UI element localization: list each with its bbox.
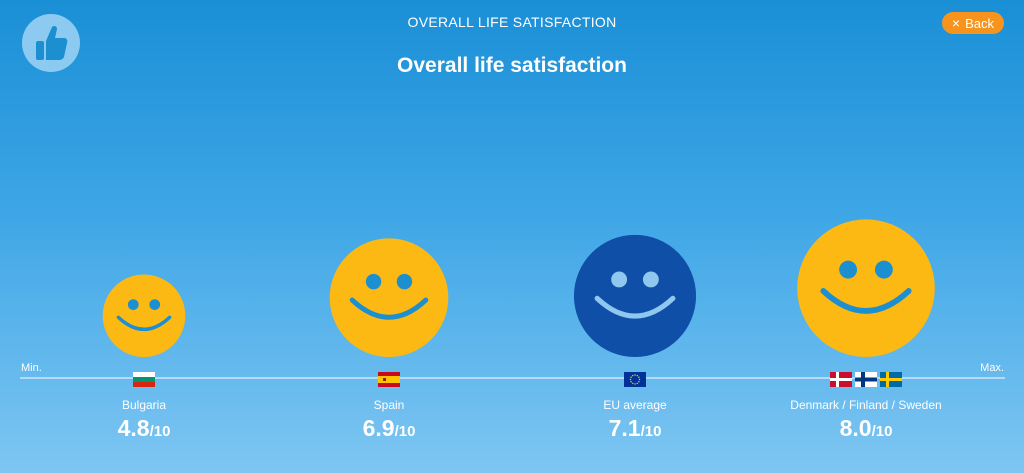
- score: 6.9/10: [279, 415, 499, 442]
- smiley-circle: [797, 219, 935, 357]
- flags: [34, 372, 254, 388]
- country-label: Spain: [373, 398, 405, 412]
- flag-sweden-icon: [880, 372, 902, 387]
- score-value: 7.1: [608, 415, 641, 441]
- score-value: 6.9: [362, 415, 395, 441]
- smiley-mouth: [349, 297, 429, 320]
- axis-max-label: Max.: [980, 362, 1004, 374]
- smiley-face: [573, 234, 697, 357]
- country-label: Bulgaria: [121, 398, 167, 412]
- country-label: EU average: [603, 398, 667, 412]
- smiley-mouth: [820, 288, 912, 314]
- flags: [756, 372, 976, 388]
- score: 8.0/10: [756, 415, 976, 442]
- smiley-eye: [127, 299, 139, 310]
- back-label: Back: [965, 15, 994, 31]
- logo: [22, 14, 80, 72]
- country-label: Denmark / Finland / Sweden: [790, 398, 942, 412]
- score-denominator: /10: [871, 423, 893, 440]
- smiley-circle: [329, 238, 449, 357]
- flag-denmark-icon: [830, 372, 852, 387]
- smiley-mouth: [116, 315, 172, 332]
- flag-bulgaria-icon: [133, 372, 155, 387]
- axis-min-label: Min.: [21, 362, 42, 374]
- header-title: OVERALL LIFE SATISFACTION: [407, 14, 617, 30]
- score: 4.8/10: [34, 415, 254, 442]
- data-item: Bulgaria 4.8/10: [34, 372, 254, 442]
- score-denominator: /10: [149, 423, 171, 440]
- flags: [525, 372, 745, 388]
- data-item: EU average 7.1/10: [525, 372, 745, 442]
- score-value: 8.0: [839, 415, 872, 441]
- flag-spain-icon: [378, 372, 400, 387]
- score-denominator: /10: [394, 423, 416, 440]
- smiley-eye: [396, 273, 413, 290]
- smiley-eye: [365, 273, 382, 290]
- chart-title: Overall life satisfaction: [397, 54, 627, 77]
- score-denominator: /10: [640, 423, 662, 440]
- close-icon: ×: [951, 15, 961, 31]
- smiley-eye: [642, 271, 659, 288]
- data-item: Denmark / Finland / Sweden 8.0/10: [756, 372, 976, 442]
- flag-finland-icon: [855, 372, 877, 387]
- data-item: Spain 6.9/10: [279, 372, 499, 442]
- thumbs-up-icon: [36, 25, 68, 61]
- smiley-face: [102, 274, 186, 357]
- smiley-mouth: [594, 295, 676, 319]
- smiley-eye: [839, 260, 858, 279]
- flags: [279, 372, 499, 388]
- smiley-circle: [102, 274, 186, 357]
- back-button[interactable]: × Back: [941, 12, 1004, 34]
- smiley-face: [329, 238, 449, 357]
- smiley-eye: [149, 299, 161, 310]
- smiley-face: [797, 219, 935, 357]
- score-value: 4.8: [117, 415, 150, 441]
- score: 7.1/10: [525, 415, 745, 442]
- smiley-eye: [874, 260, 893, 279]
- flag-eu-icon: [624, 372, 646, 387]
- smiley-eye: [611, 271, 628, 288]
- smiley-circle: [573, 234, 697, 357]
